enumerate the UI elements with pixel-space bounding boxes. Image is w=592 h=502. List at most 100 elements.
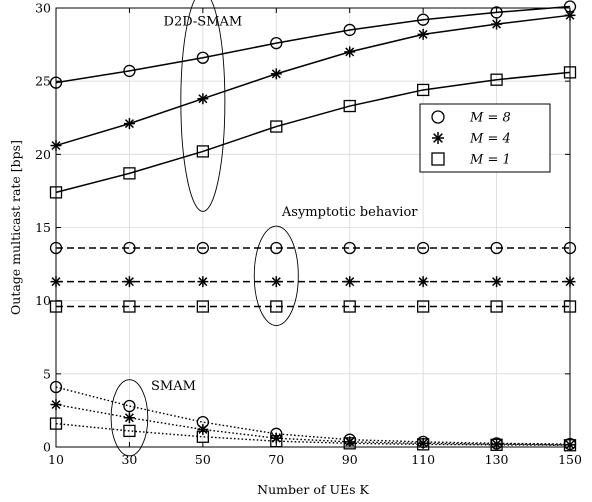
annotations: D2D-SMAM Asymptotic behavior SMAM <box>110 0 418 457</box>
annotation-ellipse <box>180 0 226 212</box>
star-stroke <box>124 413 134 423</box>
marker-square <box>416 83 430 97</box>
marker-star <box>270 68 282 80</box>
star-stroke <box>433 133 443 143</box>
series-layer <box>49 0 577 452</box>
marker-circle <box>123 241 136 255</box>
marker-star <box>344 276 356 288</box>
marker-square <box>123 300 136 313</box>
y-tick-label: 25 <box>35 74 51 89</box>
y-axis-label: Outage multicast rate [bps] <box>8 140 23 315</box>
star-stroke <box>345 277 355 287</box>
marker-circle <box>431 110 445 124</box>
x-tick-label: 30 <box>121 452 137 467</box>
marker-square <box>490 73 503 86</box>
marker-star <box>432 132 444 144</box>
x-tick-label: 110 <box>411 452 435 467</box>
series-line <box>55 14 571 147</box>
legend-label: M = 4 <box>469 132 511 147</box>
legend-entry: M = 1 <box>431 152 511 168</box>
annotation-label: D2D-SMAM <box>164 15 243 30</box>
marker-square <box>343 300 356 313</box>
series-asymptotic-behavior-star <box>50 276 576 288</box>
star-stroke <box>418 277 428 287</box>
marker-star <box>123 118 135 130</box>
marker-circle <box>343 23 356 37</box>
star-stroke <box>124 277 134 287</box>
marker-star <box>197 423 209 435</box>
marker-star <box>123 412 135 424</box>
marker-star <box>197 93 209 105</box>
y-tick-label: 10 <box>35 293 51 308</box>
x-tick-label: 130 <box>485 452 509 467</box>
series-line <box>55 403 571 446</box>
marker-circle <box>490 6 503 19</box>
marker-square <box>343 437 356 450</box>
x-tick-label: 150 <box>558 452 582 467</box>
annotation-label: SMAM <box>151 379 196 394</box>
marker-square <box>431 152 445 166</box>
marker-star <box>417 276 429 288</box>
star-stroke <box>124 119 134 129</box>
marker-square <box>416 438 430 451</box>
y-tick-label: 30 <box>35 1 51 16</box>
marker-circle <box>416 241 430 255</box>
marker-square <box>490 438 503 451</box>
legend-label: M = 1 <box>469 153 511 168</box>
series-d2d-smam-circle <box>49 0 577 89</box>
marker-circle <box>196 51 210 64</box>
marker-star <box>491 18 503 30</box>
series-line <box>55 386 571 445</box>
marker-star <box>123 276 135 288</box>
y-tick-label: 5 <box>43 366 51 381</box>
marker-star <box>417 28 429 40</box>
annotation-ellipse <box>253 225 299 326</box>
marker-star <box>491 276 503 288</box>
legend-entry: M = 8 <box>431 110 511 126</box>
star-stroke <box>198 277 208 287</box>
series-d2d-smam-star <box>50 9 576 152</box>
x-tick-label: 70 <box>268 452 284 467</box>
marker-circle <box>490 241 503 255</box>
series-line <box>55 422 571 446</box>
x-tick-label: 10 <box>48 452 64 467</box>
marker-circle <box>270 241 283 255</box>
marker-star <box>344 436 356 448</box>
marker-circle <box>123 64 136 78</box>
marker-star <box>344 46 356 58</box>
y-tick-label: 20 <box>35 147 51 162</box>
marker-square <box>196 300 210 313</box>
x-axis-label: Number of UEs K <box>257 482 369 497</box>
marker-square <box>123 167 136 180</box>
marker-circle <box>123 399 136 413</box>
x-tick-label: 50 <box>195 452 211 467</box>
y-tick-label: 0 <box>43 440 51 455</box>
star-stroke <box>271 277 281 287</box>
marker-star <box>270 276 282 288</box>
legend-label: M = 8 <box>469 111 511 126</box>
series-line <box>55 71 571 194</box>
marker-square <box>196 145 210 158</box>
star-stroke <box>198 424 208 434</box>
marker-square <box>416 300 430 313</box>
marker-square <box>123 424 136 438</box>
star-stroke <box>271 69 281 79</box>
legend: M = 8 M = 4 M = 1 <box>419 103 551 173</box>
marker-star <box>197 276 209 288</box>
star-stroke <box>345 437 355 447</box>
y-tick-label: 15 <box>35 220 51 235</box>
marker-square <box>270 300 283 313</box>
star-stroke <box>418 29 428 39</box>
marker-square <box>270 120 283 133</box>
marker-circle <box>270 36 283 50</box>
x-tick-label: 90 <box>342 452 358 467</box>
star-stroke <box>492 19 502 29</box>
star-stroke <box>345 47 355 57</box>
series-smam-star <box>50 399 576 451</box>
marker-circle <box>196 241 210 255</box>
marker-circle <box>416 13 430 26</box>
marker-square <box>490 300 503 313</box>
axes: 10 30 50 70 90 110 130 150 0 5 10 15 20 25 30 <box>35 1 582 468</box>
marker-circle <box>343 241 356 255</box>
